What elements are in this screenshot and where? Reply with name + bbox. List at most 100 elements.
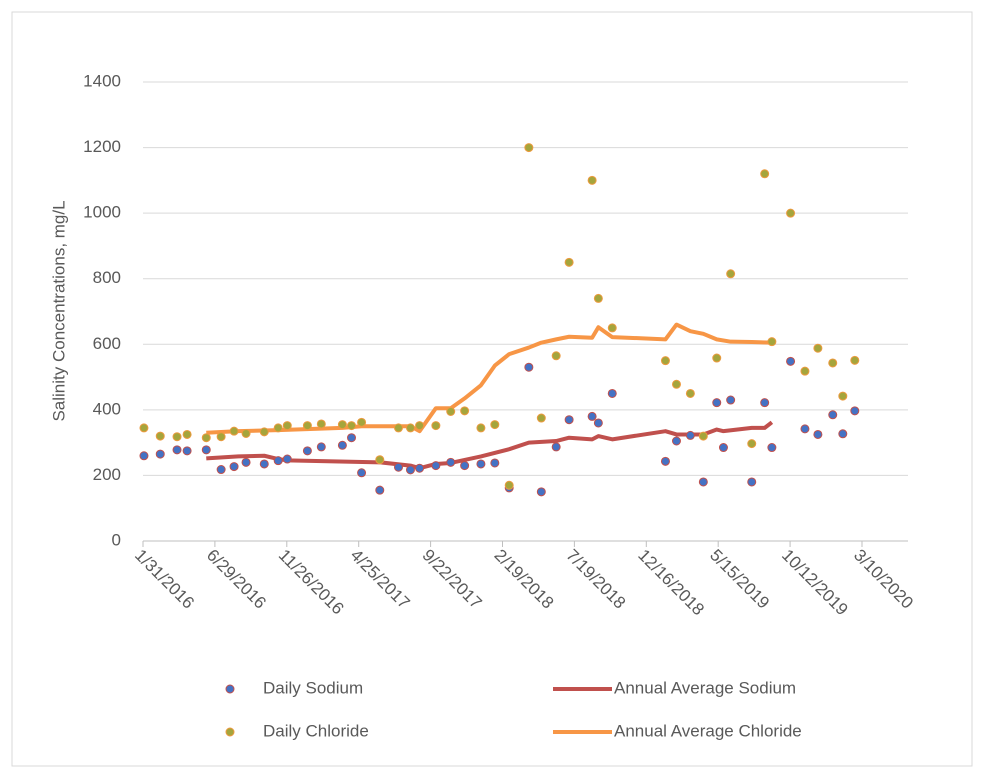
- data-point: [337, 440, 347, 450]
- data-point: [551, 442, 561, 452]
- data-point: [593, 418, 603, 428]
- data-point: [726, 395, 736, 405]
- data-point: [685, 430, 695, 440]
- data-point: [524, 143, 534, 153]
- data-point: [415, 463, 425, 473]
- data-point: [767, 443, 777, 453]
- data-point: [139, 423, 149, 433]
- data-point: [698, 431, 708, 441]
- data-point: [838, 429, 848, 439]
- legend-marker: [225, 684, 235, 694]
- y-tick-label: 1200: [83, 137, 121, 156]
- data-point: [800, 424, 810, 434]
- data-point: [767, 337, 777, 347]
- data-point: [229, 462, 239, 472]
- data-point: [800, 366, 810, 376]
- y-tick-label: 1000: [83, 203, 121, 222]
- data-point: [357, 468, 367, 478]
- data-point: [760, 398, 770, 408]
- data-point: [431, 461, 441, 471]
- data-point: [718, 443, 728, 453]
- y-tick-label: 600: [93, 334, 121, 353]
- data-point: [760, 169, 770, 179]
- data-point: [347, 433, 357, 443]
- legend-marker: [225, 727, 235, 737]
- data-point: [172, 445, 182, 455]
- data-point: [259, 427, 269, 437]
- data-point: [241, 457, 251, 467]
- data-point: [155, 431, 165, 441]
- data-point: [504, 480, 514, 490]
- data-point: [685, 388, 695, 398]
- data-point: [172, 432, 182, 442]
- data-point: [201, 433, 211, 443]
- data-point: [241, 428, 251, 438]
- data-point: [698, 477, 708, 487]
- data-point: [747, 477, 757, 487]
- data-point: [182, 429, 192, 439]
- data-point: [282, 421, 292, 431]
- data-point: [726, 269, 736, 279]
- data-point: [273, 423, 283, 433]
- data-point: [587, 175, 597, 185]
- data-point: [460, 461, 470, 471]
- y-tick-label: 400: [93, 399, 121, 418]
- data-point: [838, 391, 848, 401]
- legend-label: Daily Chloride: [263, 721, 369, 740]
- data-point: [476, 459, 486, 469]
- data-point: [671, 436, 681, 446]
- data-point: [273, 456, 283, 466]
- average-line: [206, 322, 772, 435]
- data-point: [182, 446, 192, 456]
- data-point: [850, 406, 860, 416]
- data-point: [564, 257, 574, 267]
- data-point: [393, 423, 403, 433]
- data-point: [229, 426, 239, 436]
- y-tick-label: 1400: [83, 71, 121, 90]
- data-point: [786, 356, 796, 366]
- data-point: [282, 454, 292, 464]
- data-point: [551, 351, 561, 361]
- legend-label: Annual Average Sodium: [614, 678, 796, 697]
- data-point: [712, 398, 722, 408]
- data-point: [316, 419, 326, 429]
- y-tick-label: 0: [112, 530, 121, 549]
- data-point: [813, 429, 823, 439]
- data-point: [302, 446, 312, 456]
- data-point: [490, 458, 500, 468]
- data-point: [660, 356, 670, 366]
- data-point: [446, 406, 456, 416]
- data-point: [593, 293, 603, 303]
- data-point: [393, 462, 403, 472]
- data-point: [155, 449, 165, 459]
- data-point: [316, 442, 326, 452]
- data-point: [415, 421, 425, 431]
- y-axis-label: Salinity Concentrations, mg/L: [49, 200, 68, 421]
- data-point: [786, 208, 796, 218]
- y-tick-label: 800: [93, 268, 121, 287]
- data-point: [259, 459, 269, 469]
- legend-label: Daily Sodium: [263, 678, 363, 697]
- data-point: [850, 355, 860, 365]
- data-point: [431, 421, 441, 431]
- data-point: [524, 362, 534, 372]
- data-point: [347, 421, 357, 431]
- data-point: [375, 485, 385, 495]
- y-tick-label: 200: [93, 465, 121, 484]
- data-point: [405, 465, 415, 475]
- data-point: [216, 465, 226, 475]
- data-point: [405, 423, 415, 433]
- average-line: [206, 420, 774, 471]
- data-point: [564, 415, 574, 425]
- data-point: [490, 420, 500, 430]
- data-point: [587, 411, 597, 421]
- data-point: [476, 423, 486, 433]
- chart-frame: [11, 11, 973, 767]
- data-point: [536, 487, 546, 497]
- data-point: [216, 432, 226, 442]
- data-point: [828, 358, 838, 368]
- data-point: [828, 410, 838, 420]
- data-point: [460, 406, 470, 416]
- data-point: [139, 451, 149, 461]
- data-point: [747, 439, 757, 449]
